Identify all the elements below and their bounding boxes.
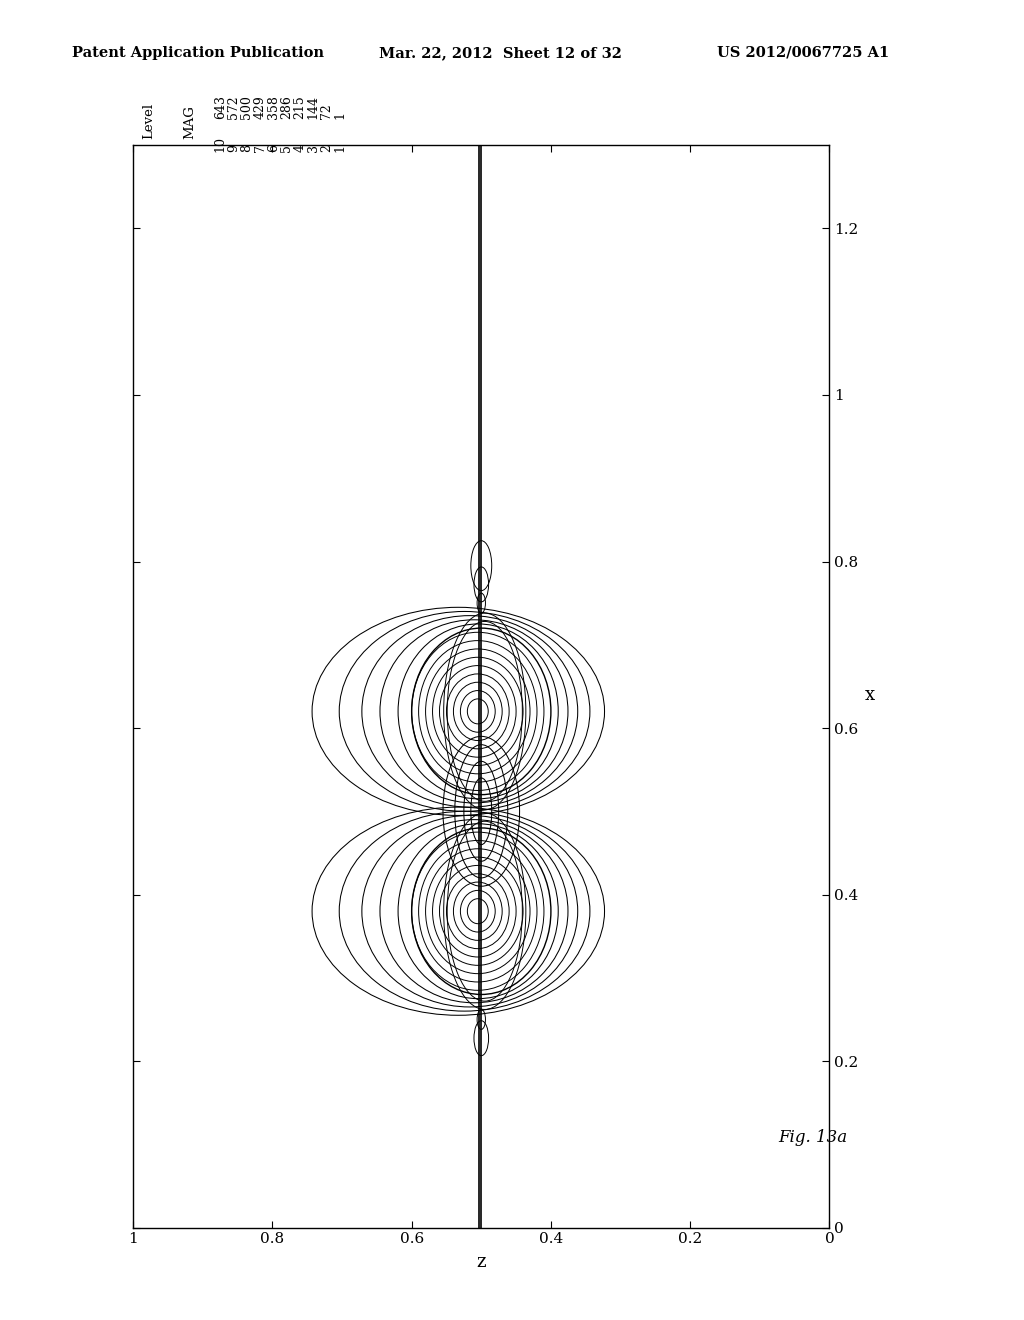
Text: 572: 572 [227,95,240,119]
Text: 1: 1 [334,111,346,119]
Text: 643: 643 [214,95,226,119]
Text: 215: 215 [294,95,306,119]
Text: 9: 9 [227,144,240,152]
Text: Fig. 13a: Fig. 13a [778,1129,848,1146]
Text: MAG: MAG [183,104,196,139]
Text: 10: 10 [214,136,226,152]
Text: 3: 3 [307,144,319,152]
Text: 429: 429 [254,95,266,119]
Text: Patent Application Publication: Patent Application Publication [72,46,324,59]
Y-axis label: x: x [864,686,874,705]
Text: 500: 500 [241,95,253,119]
Text: 5: 5 [281,144,293,152]
Text: 2: 2 [321,144,333,152]
Text: 7: 7 [254,144,266,152]
Text: 144: 144 [307,95,319,119]
Text: 4: 4 [294,144,306,152]
Text: Mar. 22, 2012  Sheet 12 of 32: Mar. 22, 2012 Sheet 12 of 32 [379,46,622,59]
Text: 8: 8 [241,144,253,152]
Text: 72: 72 [321,103,333,119]
Text: 6: 6 [267,144,280,152]
X-axis label: z: z [476,1254,486,1271]
Text: US 2012/0067725 A1: US 2012/0067725 A1 [717,46,889,59]
Text: Level: Level [142,103,155,139]
Text: 286: 286 [281,95,293,119]
Text: 358: 358 [267,95,280,119]
Text: 1: 1 [334,144,346,152]
